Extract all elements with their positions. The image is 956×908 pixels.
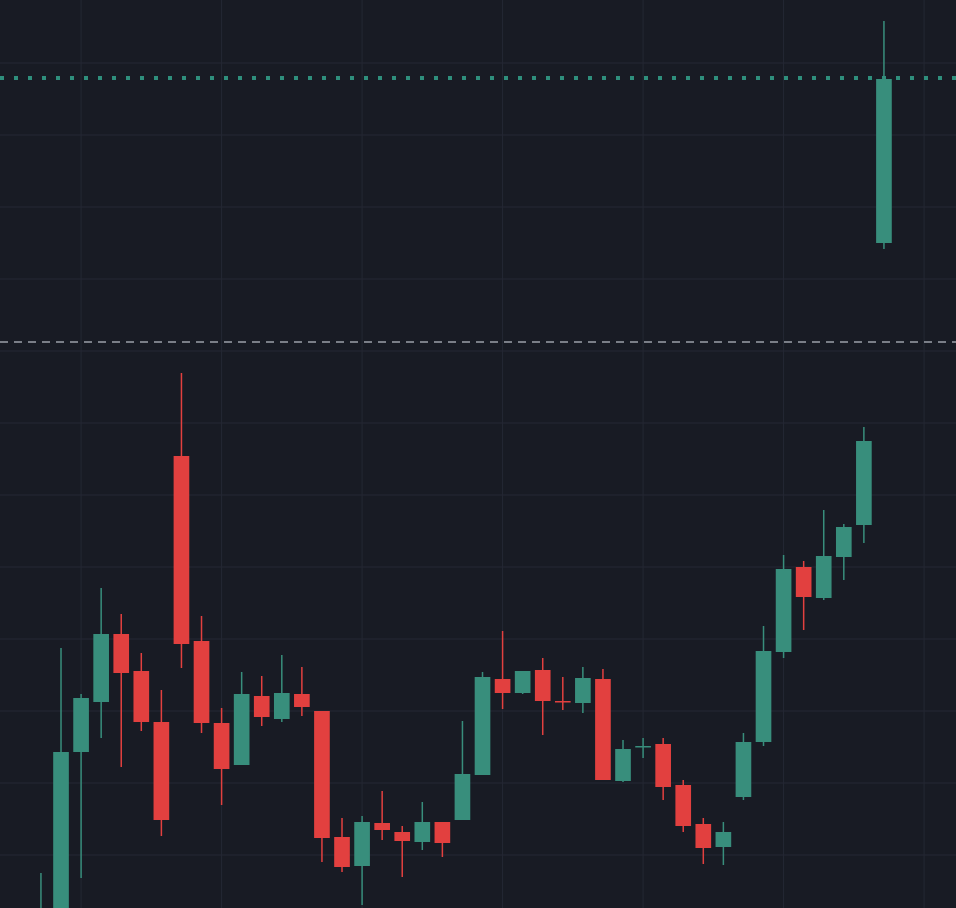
- candle-body: [835, 527, 852, 557]
- candle-body: [133, 671, 150, 722]
- candle-body: [334, 837, 350, 867]
- candle-body: [856, 441, 872, 525]
- candle-body: [273, 693, 290, 719]
- candle-body: [113, 634, 130, 673]
- candle-body: [795, 567, 812, 597]
- candle-body: [253, 696, 270, 717]
- candle-body: [73, 698, 89, 752]
- candle-body: [635, 746, 651, 748]
- candle-body: [695, 824, 712, 848]
- candle-body: [675, 785, 692, 826]
- candle-body: [595, 679, 611, 780]
- candle-body: [575, 678, 591, 703]
- candle-body: [314, 711, 330, 838]
- candle-body: [876, 79, 892, 243]
- candle-body: [554, 701, 571, 703]
- candle-body: [394, 832, 411, 841]
- candle-body: [173, 456, 190, 644]
- candle-body: [414, 822, 431, 842]
- candle-body: [53, 752, 69, 908]
- candle-body: [715, 832, 732, 847]
- candle-body: [93, 634, 109, 702]
- candle-body: [213, 723, 230, 769]
- candle-body: [294, 694, 310, 707]
- candle-body: [454, 774, 471, 820]
- candle-body: [815, 556, 832, 598]
- candle-body: [474, 677, 491, 775]
- candle-body: [494, 679, 511, 693]
- candle-body: [434, 822, 451, 843]
- candle-body: [153, 722, 170, 820]
- candle-body: [374, 823, 390, 830]
- candle-body: [233, 694, 250, 765]
- candle-body: [615, 749, 631, 781]
- candle-body: [514, 671, 531, 693]
- candle-body: [354, 822, 370, 866]
- candle-body: [735, 742, 752, 797]
- candle-body: [775, 569, 792, 652]
- candle-body: [655, 744, 671, 787]
- candle-body: [193, 641, 210, 723]
- candle-body: [534, 670, 551, 701]
- candle-body: [755, 651, 772, 742]
